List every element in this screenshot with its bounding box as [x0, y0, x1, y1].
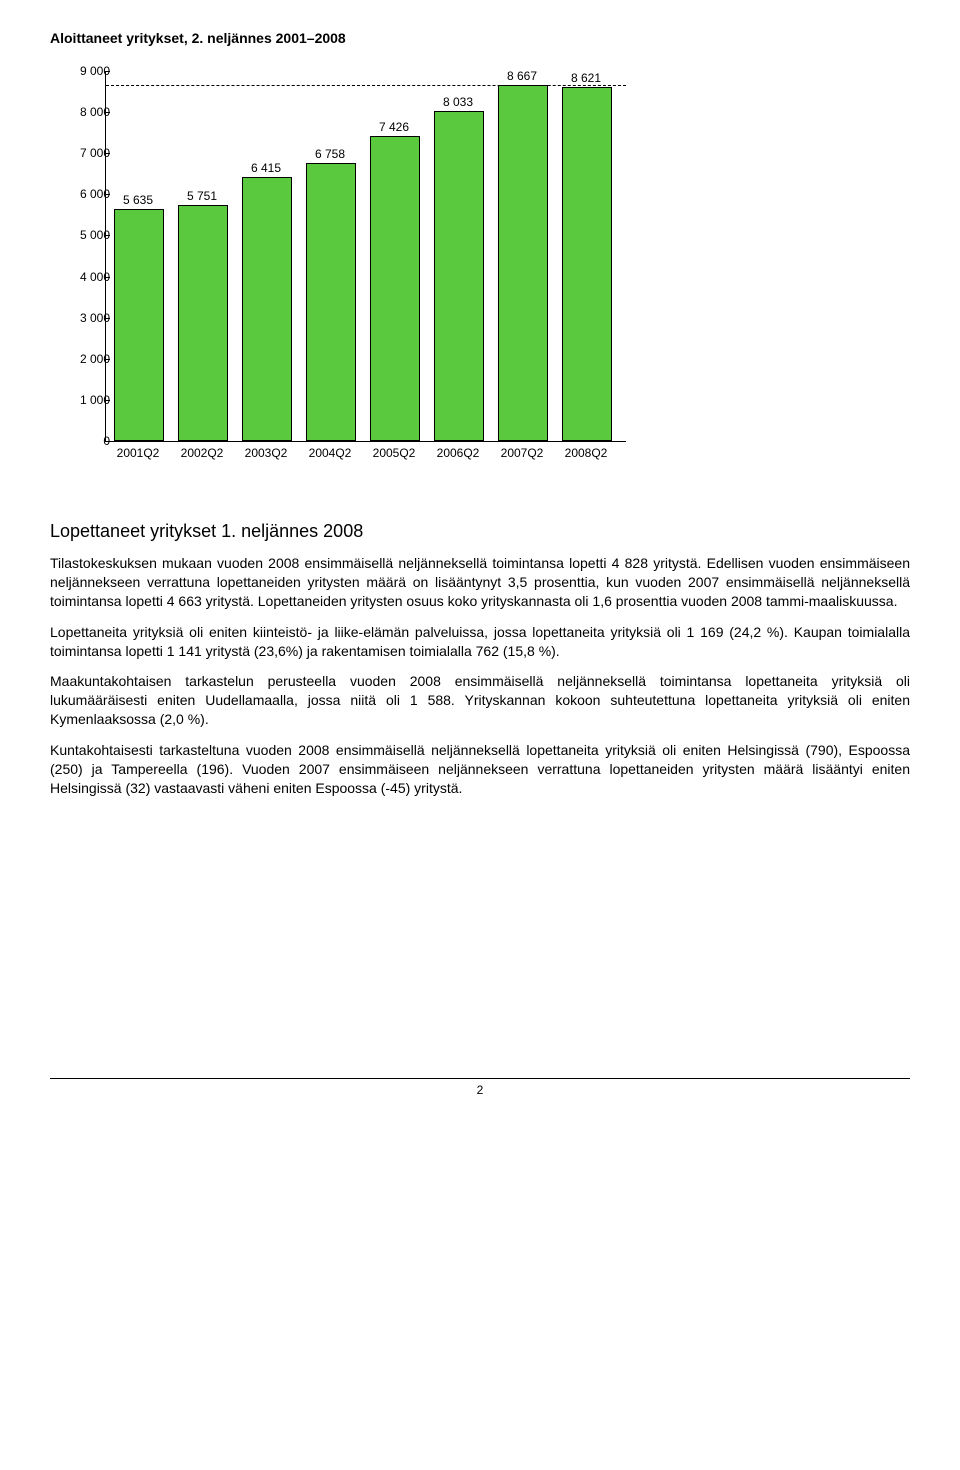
page-footer: 2 — [50, 1078, 910, 1097]
bar-value-label: 5 635 — [123, 193, 153, 207]
bar-value-label: 5 751 — [187, 189, 217, 203]
x-tick-label: 2005Q2 — [373, 446, 416, 460]
page-number: 2 — [477, 1083, 484, 1097]
y-tick-label: 4 000 — [60, 270, 110, 284]
bar-value-label: 8 667 — [507, 69, 537, 83]
x-tick-label: 2004Q2 — [309, 446, 352, 460]
bar — [434, 111, 484, 441]
bar — [114, 209, 164, 441]
y-tick-label: 0 — [60, 434, 110, 448]
chart-title: Aloittaneet yritykset, 2. neljännes 2001… — [50, 30, 910, 46]
x-tick-label: 2008Q2 — [565, 446, 608, 460]
bar-value-label: 6 415 — [251, 161, 281, 175]
x-tick-label: 2002Q2 — [181, 446, 224, 460]
bar — [242, 177, 292, 441]
bar-chart: 0 1 000 2 000 3 000 4 000 5 000 6 000 7 000 8 00… — [50, 61, 640, 481]
body-paragraph: Lopettaneita yrityksiä oli eniten kiinte… — [50, 623, 910, 661]
x-tick-label: 2007Q2 — [501, 446, 544, 460]
y-tick-label: 3 000 — [60, 311, 110, 325]
bar — [306, 163, 356, 441]
y-tick-label: 7 000 — [60, 146, 110, 160]
body-paragraph: Tilastokeskuksen mukaan vuoden 2008 ensi… — [50, 554, 910, 611]
y-tick-label: 9 000 — [60, 64, 110, 78]
y-tick-label: 2 000 — [60, 352, 110, 366]
x-tick-label: 2001Q2 — [117, 446, 160, 460]
y-tick-label: 6 000 — [60, 187, 110, 201]
bar — [178, 205, 228, 441]
y-tick-label: 5 000 — [60, 228, 110, 242]
x-tick-label: 2006Q2 — [437, 446, 480, 460]
body-paragraph: Kuntakohtaisesti tarkasteltuna vuoden 20… — [50, 741, 910, 798]
bar — [498, 85, 548, 441]
section-heading: Lopettaneet yritykset 1. neljännes 2008 — [50, 521, 910, 542]
bar-value-label: 8 033 — [443, 95, 473, 109]
bar-value-label: 6 758 — [315, 147, 345, 161]
y-tick-label: 8 000 — [60, 105, 110, 119]
y-tick-label: 1 000 — [60, 393, 110, 407]
bar-value-label: 7 426 — [379, 120, 409, 134]
x-tick-label: 2003Q2 — [245, 446, 288, 460]
bar — [370, 136, 420, 441]
body-paragraph: Maakuntakohtaisen tarkastelun perusteell… — [50, 672, 910, 729]
bar-value-label: 8 621 — [571, 71, 601, 85]
bar — [562, 87, 612, 441]
reference-line — [106, 85, 626, 86]
